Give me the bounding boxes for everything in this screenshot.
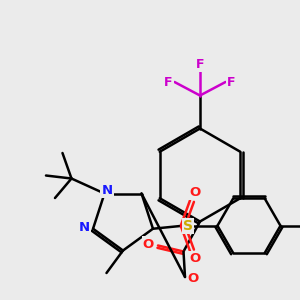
Text: O: O [188,272,199,285]
Text: F: F [196,58,204,71]
Text: F: F [196,58,204,71]
Text: F: F [227,76,236,88]
Text: F: F [227,76,236,88]
Text: N: N [101,184,112,197]
Text: F: F [164,76,173,88]
Text: S: S [183,219,194,233]
Text: F: F [164,76,173,88]
Text: N: N [79,221,90,234]
Text: S: S [183,219,194,233]
Text: O: O [189,252,201,265]
Text: N: N [79,221,90,234]
Text: O: O [189,186,201,199]
Text: O: O [188,272,199,285]
Text: O: O [189,252,201,265]
Text: O: O [189,186,201,199]
Text: O: O [143,238,154,250]
Text: O: O [143,238,154,250]
Text: N: N [101,184,112,197]
